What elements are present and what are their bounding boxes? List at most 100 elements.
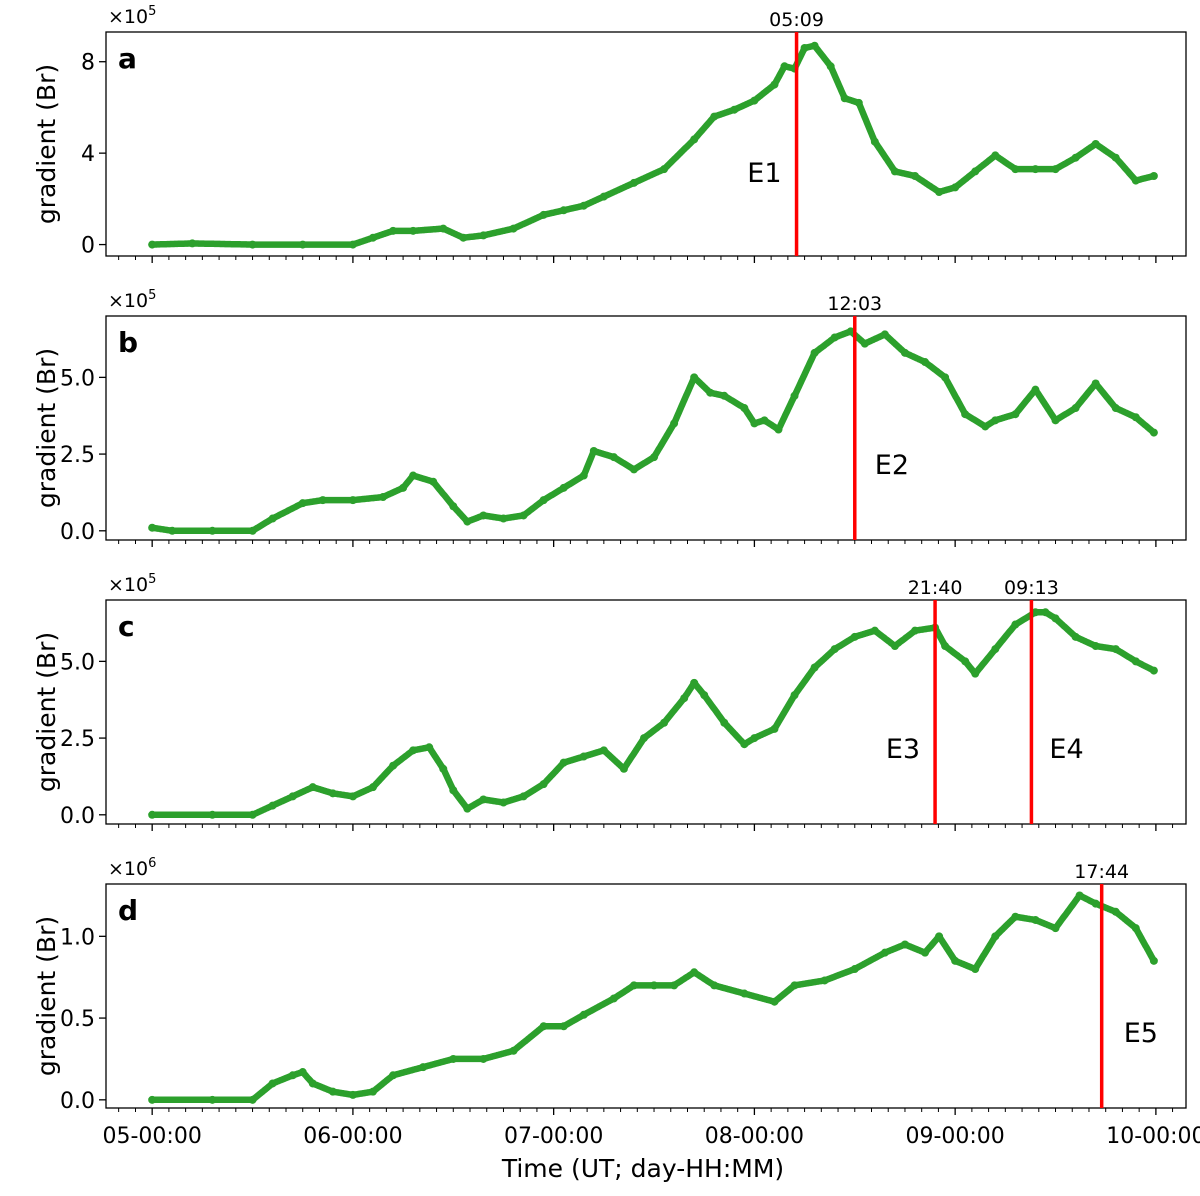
- data-point: [599, 192, 608, 201]
- data-point: [1111, 645, 1120, 654]
- data-point: [650, 981, 659, 990]
- data-point: [248, 1095, 257, 1104]
- data-point: [439, 224, 448, 233]
- data-point: [720, 391, 729, 400]
- data-point: [208, 526, 217, 535]
- data-point: [1131, 924, 1140, 933]
- data-point: [208, 1095, 217, 1104]
- data-point: [971, 965, 980, 974]
- data-point: [539, 780, 548, 789]
- data-series: [148, 41, 1158, 249]
- x-tick-label: 10-00:00: [1106, 1124, 1200, 1149]
- data-point: [509, 1046, 518, 1055]
- data-point: [991, 151, 1000, 160]
- y-tick-label: 0.0: [60, 804, 95, 829]
- event-name-label: E3: [886, 734, 920, 765]
- y-axis-label: gradient (Br): [32, 348, 61, 508]
- data-point: [559, 758, 568, 767]
- plot-frame: [105, 31, 1187, 257]
- data-point: [951, 183, 960, 192]
- data-point: [720, 718, 729, 727]
- x-tick-label: 06-00:00: [303, 1124, 402, 1149]
- data-point: [188, 239, 197, 248]
- data-point: [991, 416, 1000, 425]
- data-point: [519, 511, 528, 520]
- data-point: [1071, 404, 1080, 413]
- data-point: [971, 167, 980, 176]
- data-point: [368, 1087, 377, 1096]
- data-point: [419, 1063, 428, 1072]
- data-point: [425, 743, 434, 752]
- data-point: [409, 471, 418, 480]
- data-point: [168, 526, 177, 535]
- data-point: [770, 997, 779, 1006]
- data-point: [770, 80, 779, 89]
- data-point: [700, 691, 709, 700]
- data-point: [499, 798, 508, 807]
- data-point: [1149, 428, 1158, 437]
- data-point: [880, 330, 889, 339]
- data-point: [971, 669, 980, 678]
- panel-letter: c: [118, 610, 135, 643]
- data-point: [629, 465, 638, 474]
- data-point: [148, 523, 157, 532]
- data-point: [800, 44, 809, 52]
- data-point: [660, 165, 669, 174]
- x-tick-label: 09-00:00: [905, 1124, 1004, 1149]
- y-tick-label: 0: [81, 234, 95, 259]
- data-point: [389, 1071, 398, 1080]
- data-point: [1091, 140, 1100, 148]
- scale-multiplier: ×106: [108, 856, 156, 880]
- data-point: [900, 348, 909, 357]
- data-point: [760, 416, 769, 425]
- data-point: [559, 206, 568, 215]
- data-point: [559, 1022, 568, 1031]
- data-point: [935, 188, 944, 196]
- data-point: [148, 1095, 157, 1104]
- data-point: [740, 404, 749, 413]
- data-point: [268, 801, 277, 810]
- data-point: [660, 718, 669, 727]
- y-axis-label: gradient (Br): [32, 916, 61, 1076]
- data-point: [629, 178, 638, 187]
- data-point: [1111, 153, 1120, 162]
- data-point: [579, 1010, 588, 1019]
- data-point: [148, 240, 157, 249]
- data-point: [559, 483, 568, 492]
- panel-letter: b: [118, 326, 138, 359]
- data-point: [248, 240, 257, 249]
- data-point: [981, 422, 990, 431]
- data-point: [429, 477, 438, 486]
- data-point: [830, 333, 839, 342]
- data-point: [368, 783, 377, 792]
- data-point: [599, 746, 608, 755]
- data-point: [499, 514, 508, 523]
- series-line: [148, 609, 1157, 819]
- data-point: [449, 786, 458, 795]
- series-line: [148, 42, 1157, 248]
- data-point: [298, 1068, 307, 1077]
- data-point: [890, 167, 899, 176]
- data-point: [1051, 416, 1060, 425]
- scale-multiplier: ×105: [108, 288, 156, 312]
- data-point: [248, 526, 257, 535]
- data-point: [870, 137, 879, 146]
- data-point: [1011, 165, 1020, 174]
- data-point: [348, 792, 357, 801]
- y-tick-label: 0.5: [60, 1007, 95, 1032]
- data-point: [1031, 608, 1040, 617]
- data-point: [368, 233, 377, 242]
- event-name-label: E5: [1124, 1018, 1158, 1049]
- data-point: [1131, 657, 1140, 666]
- data-point: [519, 792, 528, 801]
- data-point: [790, 391, 799, 400]
- data-point: [790, 981, 799, 990]
- data-point: [579, 752, 588, 761]
- data-point: [1111, 404, 1120, 413]
- data-point: [670, 419, 679, 428]
- data-point: [1041, 608, 1050, 617]
- data-point: [609, 994, 618, 1003]
